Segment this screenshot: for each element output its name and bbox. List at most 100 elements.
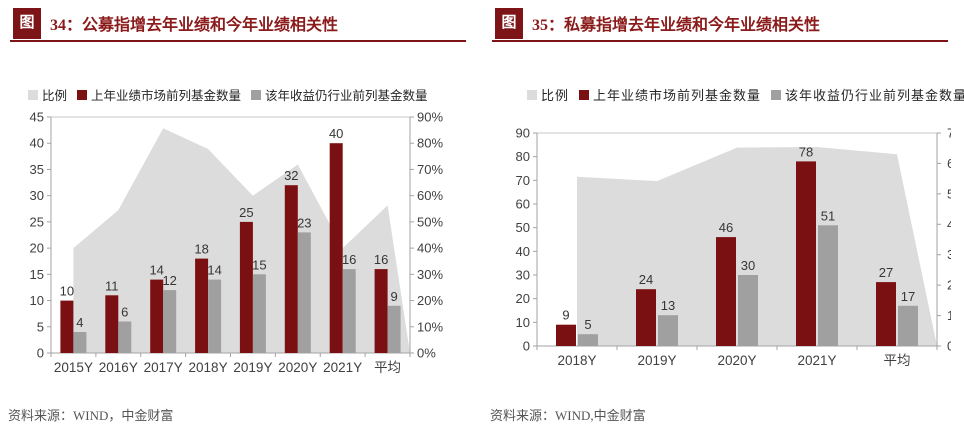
bar-prev-year-leaders: [636, 289, 656, 346]
legend-label: 上年业绩市场前列基金数量: [91, 89, 242, 103]
left-axis-label: 10: [516, 315, 530, 330]
bar-still-leading: [898, 305, 918, 346]
left-axis-label: 40: [516, 244, 530, 259]
x-axis-label: 2019Y: [233, 360, 272, 375]
left-axis-label: 10: [30, 293, 44, 308]
bar-prev-year-leaders: [239, 221, 253, 353]
left-axis-label: 50: [516, 220, 530, 235]
bar-still-leading: [818, 225, 838, 346]
bar-prev-year-leaders: [105, 295, 119, 353]
right-axis-label: 80%: [417, 136, 443, 151]
x-axis-label: 平均: [884, 353, 911, 368]
left-axis-label: 25: [30, 214, 44, 229]
chart-panel-public-funds: 图 34：公募指增去年业绩和今年业绩相关性 比例 上年业绩市场前列基金数量 该年收益…: [8, 8, 466, 423]
bar-value-label: 17: [901, 289, 915, 304]
bar-still-leading: [252, 274, 266, 353]
right-axis-label: 0%: [947, 339, 964, 354]
bar-value-label: 18: [194, 242, 208, 257]
chart-panel-private-funds: 图 35：私募指增去年业绩和今年业绩相关性 比例 上年业绩市场前列基金数量 该年收益…: [482, 0, 964, 439]
legend-swatch-icon: [771, 89, 782, 100]
bar-prev-year-leaders: [195, 258, 209, 353]
right-axis-label: 20%: [947, 278, 964, 293]
right-axis-label: 60%: [417, 188, 443, 203]
bar-value-label: 5: [584, 317, 591, 332]
bar-prev-year-leaders: [60, 300, 74, 353]
bar-still-leading: [342, 269, 356, 353]
bar-value-label: 23: [297, 215, 311, 230]
legend-label: 比例: [42, 89, 68, 103]
left-axis-label: 0: [523, 339, 530, 354]
bar-value-label: 78: [799, 144, 813, 159]
bar-still-leading: [297, 232, 311, 353]
left-axis-label: 80: [516, 149, 530, 164]
bar-value-label: 9: [562, 308, 569, 323]
figure-title: 34：公募指增去年业绩和今年业绩相关性: [50, 17, 339, 34]
x-axis-label: 2020Y: [278, 360, 317, 375]
bar-prev-year-leaders: [150, 279, 164, 353]
source-note: 资料来源：WIND,中金财富: [490, 408, 646, 423]
x-axis-label: 2021Y: [797, 353, 836, 368]
chart-legend: 比例 上年业绩市场前列基金数量 该年收益仍行业前列基金数量: [28, 85, 438, 104]
chart-plot: 0 10 20 30 40 50 60 70 80 90 0% 10% 20% 30% 40% 50% 60% 7…: [516, 126, 964, 369]
x-axis-label: 2020Y: [717, 353, 756, 368]
bar-still-leading: [208, 279, 222, 353]
left-axis-label: 30: [516, 268, 530, 283]
left-axis-label: 20: [516, 291, 530, 306]
bar-value-label: 16: [374, 252, 388, 267]
chart-plot: 0 5 10 15 20 25 30 35 40 45 0% 10% 20% 30% 40% 50% 60% 70…: [30, 110, 444, 376]
bar-value-label: 10: [60, 284, 74, 299]
bar-value-label: 4: [76, 315, 83, 330]
x-axis-label: 平均: [374, 360, 401, 375]
left-axis-label: 35: [30, 162, 44, 177]
figure-title: 35：私募指增去年业绩和今年业绩相关性: [532, 17, 821, 34]
legend-item: 该年收益仍行业前列基金数量: [771, 85, 964, 104]
right-axis-labels-clipped: 0% 10% 20% 30% 40% 50% 60% 70%: [947, 126, 964, 354]
right-axis-label: 90%: [417, 110, 443, 125]
right-axis-label: 50%: [947, 186, 964, 201]
legend-label: 该年收益仍行业前列基金数量: [265, 89, 428, 103]
left-axis-label: 20: [30, 241, 44, 256]
bar-value-label: 6: [121, 305, 128, 320]
right-axis-label: 30%: [417, 267, 443, 282]
legend-swatch-icon: [28, 89, 38, 100]
right-axis-label: 10%: [417, 319, 443, 334]
left-axis-label: 45: [30, 110, 44, 125]
right-axis-label: 70%: [947, 126, 964, 141]
right-axis-label: 0%: [417, 346, 436, 361]
bar-still-leading: [578, 334, 598, 346]
right-axis-label: 10%: [947, 308, 964, 323]
right-axis-label: 20%: [417, 293, 443, 308]
left-axis-label: 15: [30, 267, 44, 282]
legend-item: 比例: [527, 85, 569, 104]
legend-item: 上年业绩市场前列基金数量: [579, 85, 761, 104]
bar-value-label: 24: [639, 272, 653, 287]
bar-still-leading: [387, 305, 401, 353]
chart-legend: 比例 上年业绩市场前列基金数量 该年收益仍行业前列基金数量: [527, 85, 964, 104]
bar-value-label: 14: [149, 263, 163, 278]
bar-still-leading: [118, 321, 132, 353]
bar-still-leading: [658, 315, 678, 346]
x-axis-label: 2019Y: [637, 353, 676, 368]
header-rule: [492, 40, 948, 42]
x-axis-label: 2018Y: [557, 353, 596, 368]
bar-still-leading: [738, 275, 758, 346]
left-axis-label: 40: [30, 136, 44, 151]
right-axis-label: 60%: [947, 156, 964, 171]
bar-value-label: 27: [879, 265, 893, 280]
legend-item: 比例: [28, 85, 67, 104]
bar-value-label: 16: [342, 252, 356, 267]
right-axis-label: 50%: [417, 214, 443, 229]
figure-badge: 图: [13, 8, 41, 39]
legend-item: 该年收益仍行业前列基金数量: [251, 85, 428, 104]
left-axis-label: 60: [516, 197, 530, 212]
bar-still-leading: [73, 332, 87, 353]
legend-swatch-icon: [251, 89, 262, 100]
left-axis-label: 5: [37, 319, 44, 334]
x-axis-label: 2015Y: [54, 360, 93, 375]
figure-badge: 图: [495, 8, 523, 39]
legend-label: 比例: [541, 88, 570, 103]
bar-prev-year-leaders: [329, 143, 343, 353]
bar-prev-year-leaders: [374, 269, 388, 353]
x-axis-label: 2018Y: [189, 360, 228, 375]
right-axis-label: 30%: [947, 247, 964, 262]
